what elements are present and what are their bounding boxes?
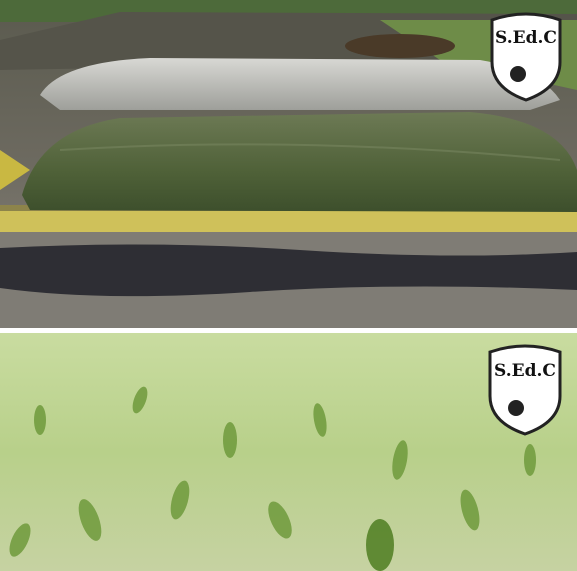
- logo-text: S.Ed.C: [494, 361, 556, 381]
- logo: S.Ed.C: [490, 12, 562, 102]
- biogas-photo: [0, 0, 577, 328]
- logo-text: S.Ed.C: [495, 28, 557, 48]
- crop-photo: [0, 333, 577, 571]
- logo: S.Ed.C: [488, 344, 562, 436]
